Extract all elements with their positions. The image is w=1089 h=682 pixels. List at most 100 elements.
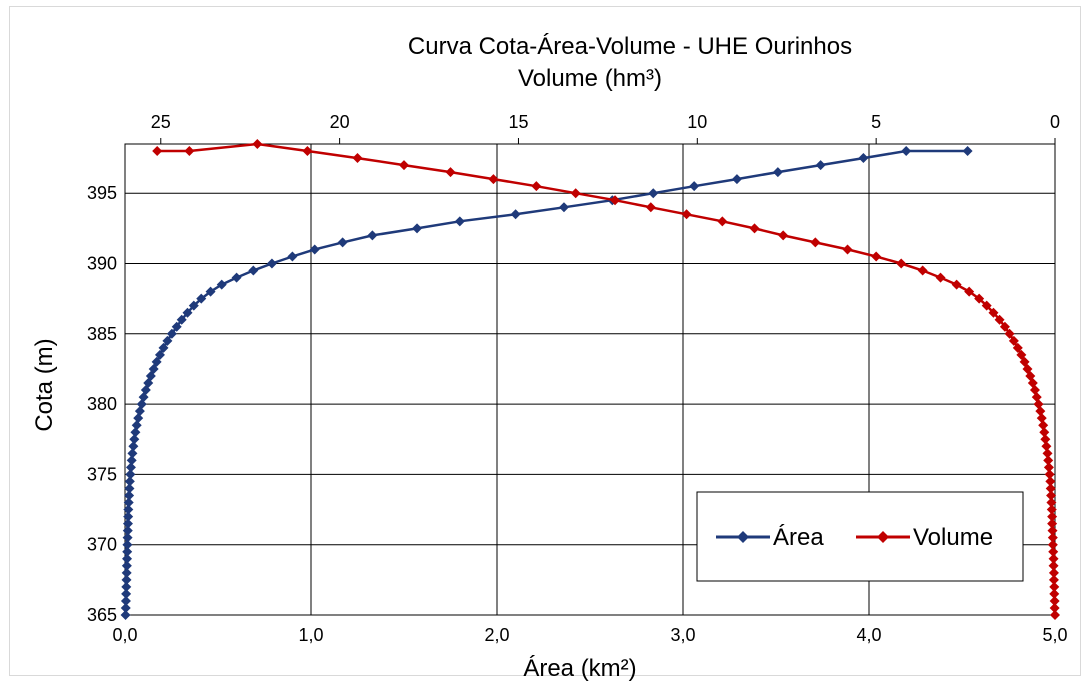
data-point-volume bbox=[1047, 539, 1058, 550]
x-bottom-tick-label: 0,0 bbox=[112, 625, 137, 645]
data-point-volume bbox=[252, 139, 263, 149]
data-point-volume bbox=[1039, 427, 1050, 438]
data-point-area bbox=[248, 265, 259, 276]
x-top-tick-label: 15 bbox=[508, 112, 528, 132]
data-point-area bbox=[182, 307, 193, 318]
data-point-volume bbox=[1042, 448, 1053, 459]
data-point-area bbox=[127, 448, 138, 459]
data-point-area bbox=[962, 146, 973, 157]
x-bottom-tick-label: 1,0 bbox=[298, 625, 323, 645]
data-point-volume bbox=[999, 321, 1010, 332]
data-point-volume bbox=[531, 181, 542, 192]
data-point-area bbox=[148, 363, 159, 374]
data-point-area bbox=[510, 209, 521, 220]
data-point-area bbox=[158, 342, 169, 353]
data-point-volume bbox=[1048, 560, 1059, 571]
y-tick-label: 365 bbox=[87, 605, 117, 625]
data-point-volume bbox=[1008, 335, 1019, 346]
data-point-volume bbox=[1049, 581, 1060, 592]
data-point-volume bbox=[1050, 610, 1060, 620]
data-point-volume bbox=[488, 174, 499, 185]
data-point-volume bbox=[1022, 363, 1033, 374]
data-point-area bbox=[154, 349, 165, 360]
data-point-volume bbox=[749, 223, 760, 234]
data-point-volume bbox=[1049, 595, 1060, 606]
data-point-area bbox=[772, 167, 783, 178]
chart-title: Curva Cota-Área-Volume - UHE Ourinhos bbox=[408, 33, 852, 60]
data-point-area bbox=[166, 328, 177, 339]
data-point-volume bbox=[399, 160, 409, 171]
x-bottom-tick-label: 2,0 bbox=[484, 625, 509, 645]
data-point-area bbox=[648, 188, 659, 199]
data-point-volume bbox=[1043, 455, 1054, 466]
legend-label-area: Área bbox=[773, 524, 824, 551]
data-point-area bbox=[901, 146, 912, 157]
data-point-area bbox=[287, 251, 298, 262]
data-point-area bbox=[125, 469, 136, 480]
data-point-area bbox=[123, 511, 134, 522]
y-tick-label: 395 bbox=[87, 183, 117, 203]
data-point-area bbox=[124, 483, 135, 494]
data-point-area bbox=[124, 490, 135, 501]
data-point-area bbox=[367, 230, 378, 241]
data-point-volume bbox=[1048, 546, 1059, 557]
data-point-volume bbox=[951, 279, 962, 290]
y-tick-label: 375 bbox=[87, 464, 117, 484]
data-point-volume bbox=[1016, 349, 1027, 360]
y-tick-label: 380 bbox=[87, 394, 117, 414]
data-point-volume bbox=[1045, 483, 1056, 494]
data-point-area bbox=[121, 574, 132, 585]
x-axis-title: Área (km²) bbox=[523, 655, 636, 682]
y-tick-label: 390 bbox=[87, 254, 117, 274]
data-point-volume bbox=[1012, 342, 1023, 353]
data-point-volume bbox=[842, 244, 853, 255]
data-point-volume bbox=[1048, 553, 1059, 564]
data-point-volume bbox=[1046, 504, 1057, 515]
data-point-volume bbox=[896, 258, 907, 269]
data-point-area bbox=[205, 286, 216, 297]
data-point-volume bbox=[994, 314, 1005, 325]
data-point-area bbox=[309, 244, 320, 255]
x-top-tick-label: 5 bbox=[871, 112, 881, 132]
data-point-area bbox=[122, 546, 133, 557]
data-point-area bbox=[124, 476, 135, 487]
data-point-volume bbox=[810, 237, 821, 248]
data-point-volume bbox=[1047, 518, 1058, 529]
data-point-area bbox=[131, 420, 142, 431]
data-point-volume bbox=[1047, 525, 1058, 536]
data-point-volume bbox=[352, 153, 363, 164]
data-point-area bbox=[125, 462, 136, 473]
data-point-volume bbox=[610, 195, 621, 206]
data-point-area bbox=[454, 216, 465, 227]
secondary-x-axis-title: Volume (hm³) bbox=[518, 65, 662, 92]
data-point-area bbox=[123, 504, 134, 515]
data-point-area bbox=[128, 441, 139, 452]
data-point-area bbox=[120, 610, 131, 620]
data-point-area bbox=[176, 314, 187, 325]
data-point-area bbox=[731, 174, 742, 185]
data-point-area bbox=[266, 258, 277, 269]
data-point-volume bbox=[1041, 441, 1052, 452]
data-point-area bbox=[133, 413, 144, 424]
data-point-area bbox=[162, 335, 173, 346]
data-point-area bbox=[558, 202, 569, 213]
y-tick-label: 385 bbox=[87, 324, 117, 344]
data-point-area bbox=[815, 160, 826, 171]
chart-frame bbox=[9, 6, 1081, 676]
data-point-area bbox=[216, 279, 227, 290]
data-point-volume bbox=[1038, 420, 1049, 431]
data-point-volume bbox=[1049, 588, 1060, 599]
data-point-volume bbox=[1048, 574, 1059, 585]
data-point-volume bbox=[570, 188, 581, 199]
data-point-volume bbox=[964, 286, 975, 297]
data-point-volume bbox=[302, 146, 313, 157]
data-point-area bbox=[151, 356, 162, 367]
data-point-area bbox=[122, 553, 133, 564]
data-point-volume bbox=[1036, 413, 1047, 424]
data-point-volume bbox=[1004, 328, 1015, 339]
data-point-area bbox=[121, 588, 132, 599]
legend-marker-area bbox=[737, 531, 749, 543]
data-point-area bbox=[188, 300, 199, 311]
data-point-volume bbox=[1040, 434, 1051, 445]
data-point-area bbox=[120, 595, 131, 606]
